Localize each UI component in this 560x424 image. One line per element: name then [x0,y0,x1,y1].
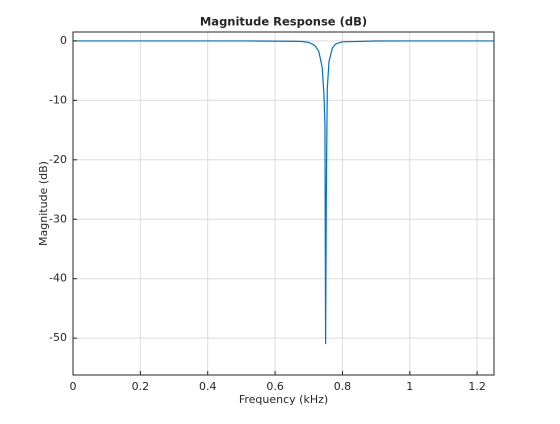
x-tick-label: 0.2 [132,380,150,393]
series-line [73,40,494,345]
x-tick-label: 0.8 [334,380,352,393]
y-tick-label: 0 [60,34,67,47]
y-tick-label: -50 [49,331,67,344]
chart-title: Magnitude Response (dB) [200,15,367,29]
axes-box [72,31,495,376]
x-tick-label: 1 [406,380,413,393]
y-tick-label: -30 [49,212,67,225]
y-tick-label: -20 [49,153,67,166]
plot [73,40,494,345]
x-tick-label: 0.6 [266,380,284,393]
x-axis-label: Frequency (kHz) [239,393,328,406]
x-tick-label: 1.2 [468,380,486,393]
y-axis-label: Magnitude (dB) [37,161,50,246]
x-tick-label: 0.4 [199,380,217,393]
x-tick-label: 0 [70,380,77,393]
y-tick-label: -10 [49,93,67,106]
y-tick-label: -40 [49,272,67,285]
